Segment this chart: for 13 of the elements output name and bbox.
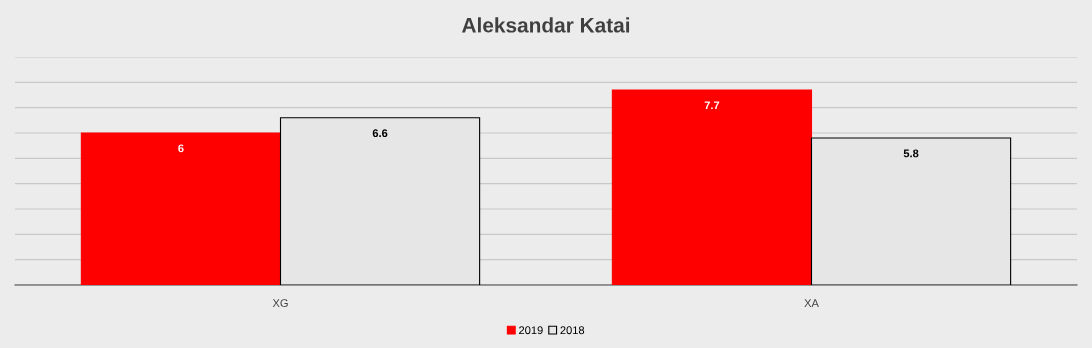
bar	[80, 132, 282, 285]
bar	[611, 89, 813, 285]
x-tick-label: XA	[804, 299, 819, 307]
legend-label: 2018	[560, 326, 585, 335]
chart-title: Aleksandar Katai	[461, 17, 630, 33]
data-label: 6.6	[372, 129, 388, 138]
data-label: 5.8	[903, 149, 919, 158]
bar	[810, 137, 1012, 285]
x-tick-label: XG	[272, 299, 288, 308]
data-label: 7.7	[704, 101, 720, 110]
legend-label: 2019	[519, 326, 543, 335]
data-label: 6	[178, 144, 184, 153]
bar	[279, 117, 481, 285]
